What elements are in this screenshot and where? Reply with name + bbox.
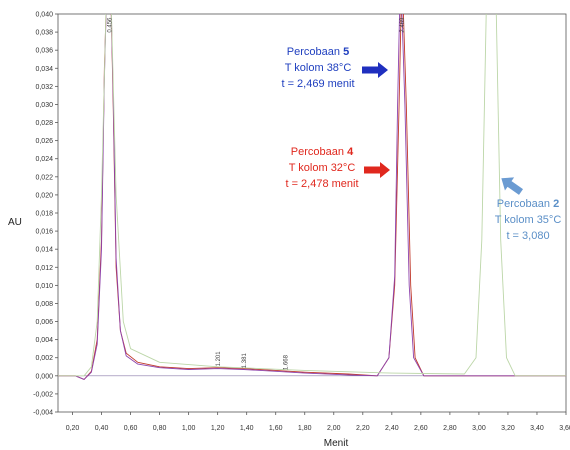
- annotation-percobaan-2: Percobaan 2 T kolom 35°C t = 3,080: [495, 198, 562, 242]
- x-tick-label: 1,00: [182, 425, 196, 432]
- annotation-line: T kolom 35°C: [495, 214, 562, 226]
- y-tick-label: 0,008: [35, 301, 53, 308]
- x-tick-label: 2,60: [414, 425, 428, 432]
- x-tick-label: 1,40: [240, 425, 254, 432]
- y-tick-label: -0,004: [33, 410, 53, 417]
- x-tick-label: 3,40: [530, 425, 544, 432]
- axes: -0,004 -0,002 0,000 0,002 0,004 0,006 0,008 0,0…: [33, 12, 570, 433]
- y-tick-label: 0,034: [35, 66, 53, 73]
- series-line-2: [58, 14, 566, 380]
- series-group: [58, 14, 566, 380]
- x-tick-label: 2,00: [327, 425, 341, 432]
- y-axis-title: AU: [8, 217, 22, 228]
- annotation-line: t = 3,080: [506, 230, 549, 242]
- peak-label: 1.201: [216, 351, 222, 367]
- y-tick-label: 0,002: [35, 355, 53, 362]
- y-tick-label: 0,016: [35, 229, 53, 236]
- lightblue-arrow-icon: [501, 177, 524, 195]
- annotation-line: t = 2,469 menit: [281, 78, 354, 90]
- x-tick-label: 0,20: [66, 425, 80, 432]
- peak-label: 1.668: [284, 354, 290, 370]
- y-tick-label: 0,018: [35, 211, 53, 218]
- x-tick-label: 0,60: [124, 425, 138, 432]
- annotations: Percobaan 5T kolom 38°Ct = 2,469 menitPe…: [281, 46, 561, 242]
- annotation-percobaan-5: Percobaan 5 T kolom 38°C t = 2,469 menit: [281, 46, 354, 90]
- series-line-3: [58, 14, 566, 377]
- red-arrow-icon: [364, 162, 390, 178]
- y-tick-label: 0,004: [35, 337, 53, 344]
- x-tick-label: 1,80: [298, 425, 312, 432]
- peak-label: 0.456: [108, 17, 114, 33]
- y-tick-label: 0,006: [35, 319, 53, 326]
- peak-label: 1.381: [242, 353, 248, 369]
- x-tick-label: 1,20: [211, 425, 225, 432]
- peak-label: 2.469: [400, 17, 406, 33]
- x-tick-label: 0,40: [95, 425, 109, 432]
- x-tick-label: 2,80: [443, 425, 457, 432]
- y-tick-label: 0,032: [35, 84, 53, 91]
- y-tick-label: 0,010: [35, 283, 53, 290]
- y-tick-label: 0,040: [35, 12, 53, 19]
- y-tick-label: 0,030: [35, 102, 53, 109]
- y-tick-label: 0,022: [35, 174, 53, 181]
- y-tick-label: 0,036: [35, 48, 53, 55]
- x-tick-label: 3,60: [559, 425, 570, 432]
- y-tick-label: -0,002: [33, 391, 53, 398]
- blue-arrow-icon: [362, 62, 388, 78]
- x-tick-label: 3,00: [472, 425, 486, 432]
- x-tick-label: 0,80: [153, 425, 167, 432]
- y-tick-label: 0,028: [35, 120, 53, 127]
- x-tick-label: 2,40: [385, 425, 399, 432]
- annotation-percobaan-4: Percobaan 4 T kolom 32°C t = 2,478 menit: [285, 146, 358, 190]
- y-tick-label: 0,024: [35, 156, 53, 163]
- x-tick-label: 1,60: [269, 425, 283, 432]
- annotation-line: Percobaan 4: [291, 146, 354, 158]
- annotation-line: t = 2,478 menit: [285, 178, 358, 190]
- x-axis-title: Menit: [324, 438, 349, 449]
- y-tick-label: 0,020: [35, 192, 53, 199]
- y-tick-label: 0,012: [35, 265, 53, 272]
- peak-labels: 0.456 1.201 1.381 1.668 2.469: [108, 17, 406, 370]
- y-tick-label: 0,014: [35, 247, 53, 254]
- y-tick-label: 0,026: [35, 138, 53, 145]
- annotation-line: Percobaan 2: [497, 198, 559, 210]
- y-tick-label: 0,000: [35, 373, 53, 380]
- annotation-line: T kolom 38°C: [285, 62, 352, 74]
- y-tick-label: 0,038: [35, 30, 53, 37]
- annotation-line: Percobaan 5: [287, 46, 349, 58]
- x-tick-label: 3,20: [501, 425, 515, 432]
- annotation-line: T kolom 32°C: [289, 162, 356, 174]
- x-tick-label: 2,20: [356, 425, 370, 432]
